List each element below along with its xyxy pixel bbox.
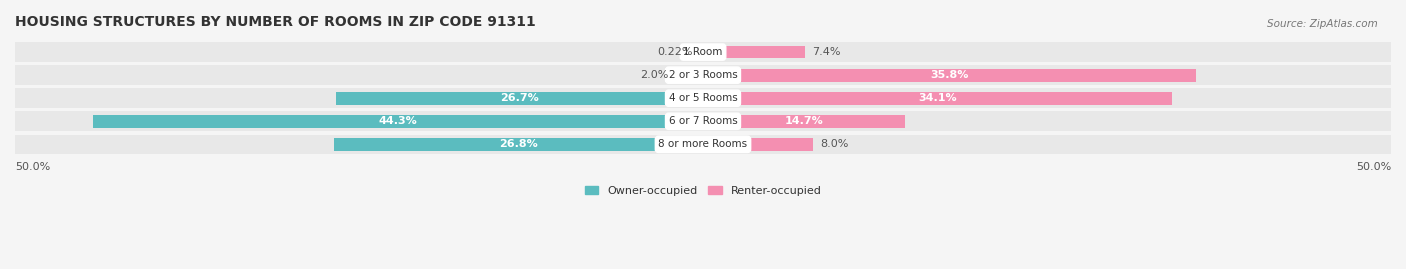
- Bar: [336, 92, 703, 105]
- Text: 26.7%: 26.7%: [501, 93, 538, 103]
- Bar: [703, 65, 1391, 85]
- Legend: Owner-occupied, Renter-occupied: Owner-occupied, Renter-occupied: [581, 181, 825, 200]
- Text: 2.0%: 2.0%: [640, 70, 669, 80]
- Bar: [700, 46, 703, 58]
- Bar: [15, 42, 703, 62]
- Text: 50.0%: 50.0%: [1355, 162, 1391, 172]
- Text: 35.8%: 35.8%: [931, 70, 969, 80]
- Text: 8 or more Rooms: 8 or more Rooms: [658, 139, 748, 149]
- Text: Source: ZipAtlas.com: Source: ZipAtlas.com: [1267, 19, 1378, 29]
- Text: 26.8%: 26.8%: [499, 139, 538, 149]
- Text: 50.0%: 50.0%: [15, 162, 51, 172]
- Bar: [703, 69, 1195, 82]
- Text: 34.1%: 34.1%: [918, 93, 957, 103]
- Bar: [15, 65, 703, 85]
- Bar: [675, 69, 703, 82]
- Bar: [703, 92, 1173, 105]
- Bar: [703, 111, 1391, 131]
- Text: 0.22%: 0.22%: [658, 47, 693, 57]
- Text: HOUSING STRUCTURES BY NUMBER OF ROOMS IN ZIP CODE 91311: HOUSING STRUCTURES BY NUMBER OF ROOMS IN…: [15, 15, 536, 29]
- Bar: [703, 134, 1391, 154]
- Bar: [703, 115, 905, 128]
- Bar: [703, 46, 804, 58]
- Bar: [15, 89, 703, 108]
- Bar: [703, 89, 1391, 108]
- Text: 7.4%: 7.4%: [811, 47, 841, 57]
- Text: 4 or 5 Rooms: 4 or 5 Rooms: [669, 93, 737, 103]
- Bar: [15, 111, 703, 131]
- Text: 14.7%: 14.7%: [785, 116, 824, 126]
- Bar: [703, 138, 813, 151]
- Bar: [703, 42, 1391, 62]
- Text: 2 or 3 Rooms: 2 or 3 Rooms: [669, 70, 737, 80]
- Text: 6 or 7 Rooms: 6 or 7 Rooms: [669, 116, 737, 126]
- Bar: [93, 115, 703, 128]
- Text: 1 Room: 1 Room: [683, 47, 723, 57]
- Bar: [335, 138, 703, 151]
- Bar: [15, 134, 703, 154]
- Text: 44.3%: 44.3%: [378, 116, 418, 126]
- Text: 8.0%: 8.0%: [820, 139, 848, 149]
